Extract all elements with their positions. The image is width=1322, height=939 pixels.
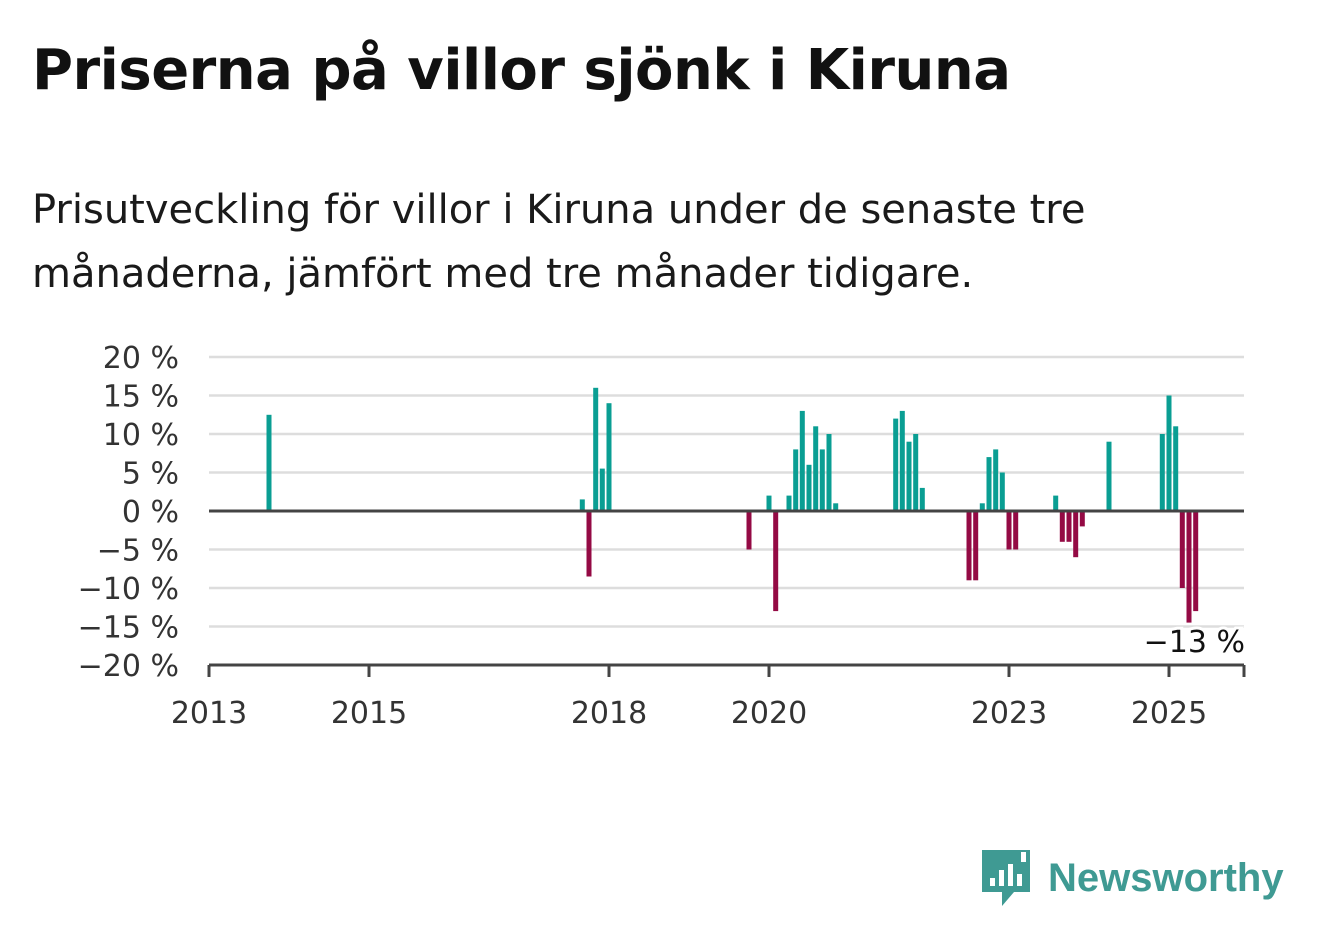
bar-positive bbox=[766, 495, 772, 511]
tick-labels: 20 % 15 %10 % 5 %0 % −5 %−10 % −15 %−20 % 201… bbox=[78, 341, 1248, 731]
x-tick-label: 2020 bbox=[731, 696, 807, 731]
bar-negative bbox=[1013, 511, 1019, 550]
bar-positive bbox=[813, 426, 819, 511]
bar-positive bbox=[266, 414, 272, 512]
bar-positive bbox=[1159, 434, 1165, 511]
bar-positive bbox=[986, 457, 992, 511]
bar-positive bbox=[913, 434, 919, 511]
bar-negative bbox=[1059, 511, 1065, 542]
bar-negative bbox=[1186, 511, 1192, 623]
bar-positive bbox=[806, 464, 812, 511]
bar-positive bbox=[833, 503, 839, 511]
bar-positive bbox=[1173, 426, 1179, 511]
bar-negative bbox=[1006, 511, 1012, 550]
bar-negative bbox=[586, 511, 592, 577]
bar-positive bbox=[919, 487, 925, 511]
chart-title: Priserna på villor sjönk i Kiruna bbox=[32, 38, 1011, 103]
chart-subtitle: Prisutveckling för villor i Kiruna under… bbox=[32, 187, 1086, 297]
brand-name: Newsworthy bbox=[1048, 855, 1284, 900]
y-tick-label: −15 % bbox=[78, 611, 179, 646]
y-tick-label: −20 % bbox=[78, 649, 179, 684]
bar-positive bbox=[1166, 395, 1172, 511]
bar-negative bbox=[973, 511, 979, 581]
y-tick-label: 15 % bbox=[103, 380, 179, 415]
bar-positive bbox=[819, 449, 825, 511]
bar-negative bbox=[746, 511, 752, 550]
bar-positive bbox=[999, 472, 1005, 511]
x-tick-label: 2023 bbox=[971, 696, 1047, 731]
y-tick-label: 5 % bbox=[122, 457, 179, 492]
bar-positive bbox=[906, 441, 912, 511]
bar-positive bbox=[1053, 495, 1059, 511]
bar-negative bbox=[1179, 511, 1185, 588]
bar-positive bbox=[826, 434, 832, 511]
x-tick-label: 2013 bbox=[171, 696, 247, 731]
y-tick-label: 0 % bbox=[122, 495, 179, 530]
bar-positive bbox=[993, 449, 999, 511]
x-tick-label: 2018 bbox=[571, 696, 647, 731]
x-tick-label: 2025 bbox=[1131, 696, 1207, 731]
bar-chart-speech-bubble-icon bbox=[982, 850, 1030, 906]
y-tick-label: 20 % bbox=[103, 341, 179, 376]
bar-negative bbox=[773, 511, 779, 612]
bar-negative bbox=[1066, 511, 1072, 542]
bar-positive bbox=[979, 503, 985, 511]
gridlines bbox=[209, 355, 1244, 628]
bar-positive bbox=[799, 410, 805, 511]
axes bbox=[207, 509, 1246, 677]
bar-negative bbox=[966, 511, 972, 581]
bar-negative bbox=[1079, 511, 1085, 527]
bar-negative bbox=[1193, 511, 1199, 612]
x-tick-label: 2015 bbox=[331, 696, 407, 731]
bar-positive bbox=[893, 418, 899, 511]
bar-positive bbox=[786, 495, 792, 511]
bar-positive bbox=[593, 387, 599, 511]
brand-logo: Newsworthy bbox=[980, 848, 1284, 908]
y-tick-label: −10 % bbox=[78, 572, 179, 607]
bars bbox=[266, 387, 1199, 623]
bar-chart: 20 % 15 %10 % 5 %0 % −5 %−10 % −15 %−20 % 201… bbox=[77, 341, 1248, 731]
bar-negative bbox=[1073, 511, 1079, 558]
y-tick-label: −5 % bbox=[97, 534, 179, 569]
bar-positive bbox=[793, 449, 799, 511]
bar-positive bbox=[606, 403, 612, 511]
bar-positive bbox=[1106, 441, 1112, 511]
bar-positive bbox=[899, 410, 905, 511]
bar-positive bbox=[599, 468, 605, 511]
bar-positive bbox=[579, 499, 585, 511]
latest-value-annotation: −13 % bbox=[1144, 625, 1245, 660]
y-tick-label: 10 % bbox=[103, 418, 179, 453]
